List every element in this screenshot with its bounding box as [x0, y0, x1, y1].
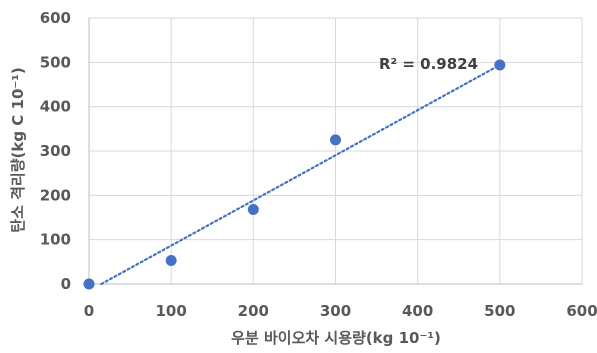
- x-tick-labels: 0 100 200 300 400 500 600: [84, 302, 597, 320]
- x-tick-label: 100: [156, 302, 187, 320]
- y-tick-label: 300: [40, 142, 71, 160]
- y-axis-title: 탄소 격리량(kg C 10⁻¹): [9, 67, 27, 232]
- r-squared-annotation: R² = 0.9824: [379, 55, 478, 73]
- x-tick-label: 200: [238, 302, 269, 320]
- y-tick-label: 200: [40, 186, 71, 204]
- data-point: [494, 59, 506, 71]
- x-axis-title: 우분 바이오차 시용량(kg 10⁻¹): [231, 329, 441, 347]
- y-tick-label: 100: [40, 231, 71, 249]
- y-tick-label: 600: [40, 9, 71, 27]
- data-point: [165, 255, 177, 267]
- x-tick-label: 300: [320, 302, 351, 320]
- x-tick-label: 400: [402, 302, 433, 320]
- axes: [88, 18, 582, 285]
- data-points: [83, 59, 506, 290]
- x-tick-label: 0: [84, 302, 94, 320]
- data-point: [330, 134, 341, 146]
- y-tick-label: 500: [40, 53, 71, 71]
- trendline: [100, 63, 501, 286]
- data-point: [247, 204, 259, 216]
- y-tick-label: 400: [40, 98, 71, 116]
- x-tick-label: 500: [484, 302, 515, 320]
- trendline-group: [100, 63, 501, 286]
- grid-lines: [89, 17, 583, 284]
- y-tick-label: 0: [61, 275, 71, 293]
- y-tick-labels: 0 100 200 300 400 500 600: [40, 9, 71, 293]
- data-point: [83, 278, 95, 290]
- x-tick-label: 600: [566, 302, 597, 320]
